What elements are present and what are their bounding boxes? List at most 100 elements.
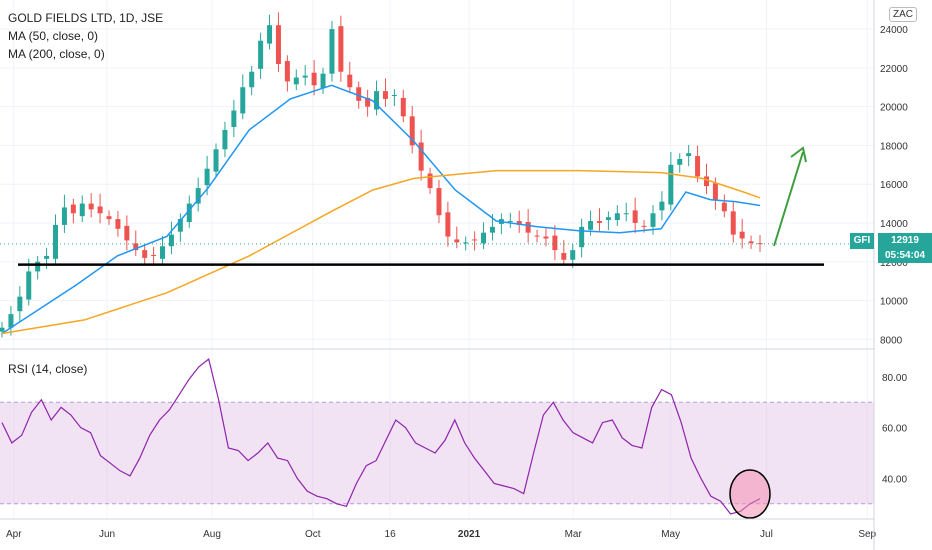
time-tick-label: Sep [858,529,876,540]
ma50-line [1,84,761,335]
candle-body [0,327,5,332]
rsi-tick-label: 80.00 [882,373,907,384]
target-arrow-shaft [773,151,804,247]
candle-body [258,40,264,69]
candle-body [97,206,103,214]
candle-body [275,25,281,64]
candle-body [463,242,469,244]
candle-body [668,164,674,205]
candle-body [516,221,522,225]
candle-body [445,212,451,237]
last-price-value: 12919 [891,235,919,246]
price-tick-label: 12000 [880,258,908,269]
price-tick-label: 18000 [880,141,908,152]
candle-body [507,221,513,223]
candle-body [35,261,41,272]
currency-button[interactable]: ZAC [889,7,917,22]
candle-body [748,241,754,244]
candle-body [151,254,157,256]
candle-body [579,226,585,248]
candle-body [79,203,85,217]
candle-body [659,201,665,211]
candle-body [561,253,567,260]
time-axis: Apr Jun Aug Oct 16 2021 Mar May Jul Sep [6,529,877,540]
ma200-line [1,169,761,335]
candle-body [730,211,736,235]
candle-body [400,97,406,117]
annotations [729,146,807,519]
time-tick-label: May [661,529,680,540]
candle-body [115,219,121,229]
candle-body [177,219,183,232]
candle-body [17,296,23,312]
candle-body [133,243,139,251]
candle-body [204,168,210,186]
price-tick-label: 24000 [880,25,908,36]
time-tick-label: Aug [203,529,221,540]
candle-body [677,158,683,165]
bar-countdown: 05:54:04 [884,250,926,261]
candle-body [61,207,67,225]
candle-body [703,176,709,187]
candle-body [409,116,415,146]
candle-body [26,271,32,300]
rsi-line [1,358,761,515]
candle-body [391,95,397,97]
candle-body [329,29,335,74]
symbol-title: GOLD FIELDS LTD, 1D, JSE [8,11,164,25]
rsi-legend: RSI (14, close) [8,362,88,376]
candle-body [588,221,594,230]
candle-body [293,77,299,85]
price-tick-label: 14000 [880,219,908,230]
candle-body [44,255,50,259]
candle-body [454,239,460,243]
candle-body [124,225,130,241]
candle-body [168,234,174,247]
ma50-legend: MA (50, close, 0) [8,29,99,43]
oversold-circle [729,469,771,519]
candle-body [222,129,228,150]
candle-body [632,210,638,223]
candle-body [267,25,273,44]
candle-body [186,203,192,223]
candle-body [614,213,620,221]
time-tick-label: Mar [565,529,583,540]
candle-body [489,226,495,233]
price-tick-label: 22000 [880,64,908,75]
candle-body [481,232,487,244]
ma200-legend: MA (200, close, 0) [8,47,105,61]
candle-body [534,235,540,237]
candle-body [721,202,727,212]
time-tick-label: Jun [99,529,115,540]
time-tick-label: Jul [760,529,773,540]
candle-body [53,224,59,259]
candle-body [320,73,326,89]
candle-body [472,239,478,241]
candle-body [8,314,14,328]
candle-body [382,91,388,99]
rsi-tick-label: 40.00 [882,474,907,485]
rsi-band-fill [0,402,874,504]
candle-body [311,72,317,86]
candle-body [365,97,371,107]
candle-body [195,188,201,204]
candle-body [284,61,290,82]
time-tick-label: 16 [385,529,397,540]
time-tick-label: Oct [305,529,321,540]
candle-body [525,222,531,233]
candle-body [570,250,576,260]
ticker-badge: GFI [850,233,874,249]
price-tick-label: 8000 [880,335,903,346]
candle-body [213,149,219,172]
time-tick-label: 2021 [458,529,481,540]
candle-body [427,173,433,189]
candle-body [543,236,549,239]
candles [0,12,763,338]
time-tick-label: Apr [6,529,22,540]
candle-body [160,246,166,259]
candle-body [623,213,629,215]
candle-body [338,26,344,72]
candle-body [641,225,647,227]
candle-body [695,156,701,177]
